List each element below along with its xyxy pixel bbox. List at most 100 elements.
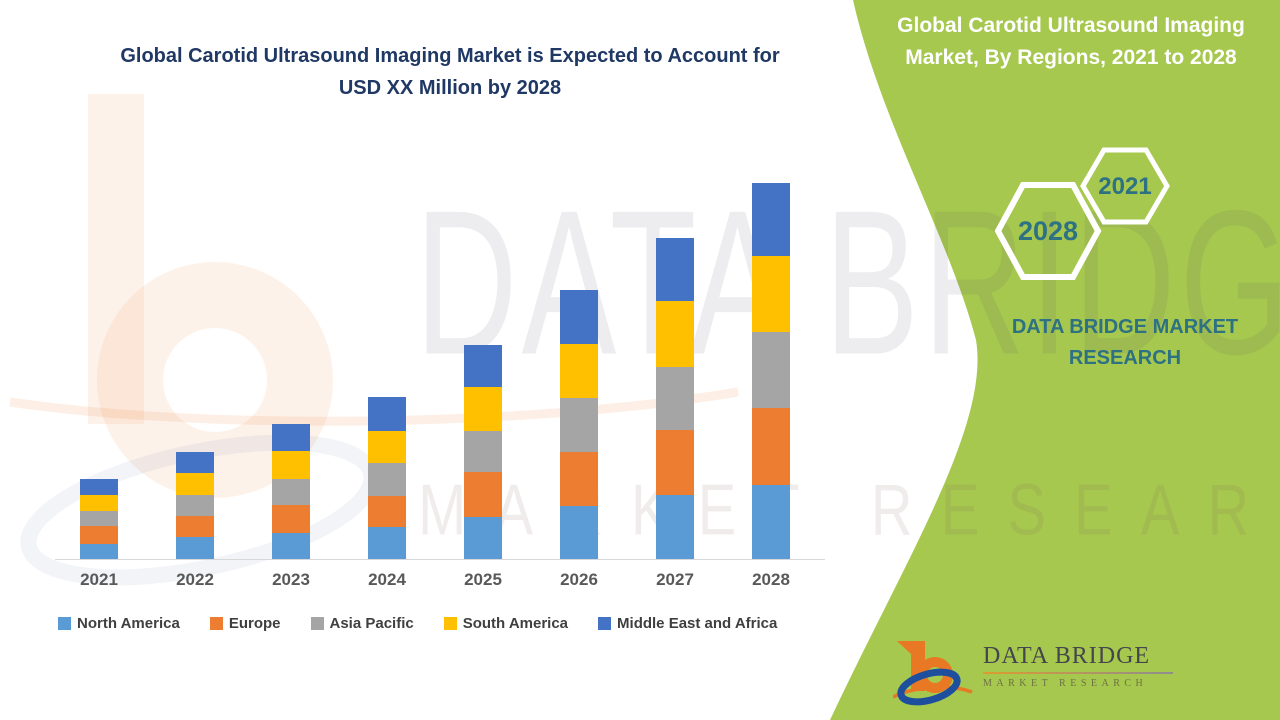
chart-legend: North America Europe Asia Pacific South Ame… [58, 615, 848, 632]
bar-2022-segment-asia-pacific [176, 495, 214, 516]
x-axis-label-2024: 2024 [368, 570, 406, 589]
footer-logo: DATA BRIDGE MARKET RESEARCH [893, 633, 1173, 713]
bar-2026-segment-asia-pacific [560, 398, 598, 452]
bar-2025-segment-europe [464, 472, 502, 517]
bar-2024-segment-south-america [368, 431, 406, 463]
bar-2027-segment-south-america [656, 301, 694, 367]
bar-2028-segment-asia-pacific [752, 332, 790, 408]
bar-2021-segment-south-america [80, 495, 118, 511]
green-panel-shape [830, 0, 1280, 720]
legend-label-south-america: South America [462, 615, 569, 632]
bar-2021-segment-asia-pacific [80, 511, 118, 526]
year-hexagons: 2028 2021 [994, 147, 1170, 280]
bar-2026-segment-europe [560, 452, 598, 506]
bar-2028-segment-south-america [752, 256, 790, 332]
bar-2024-segment-north-america [368, 527, 406, 559]
bar-2021 [80, 479, 118, 559]
legend-swatch-north-america [58, 617, 71, 630]
bar-2021-segment-north-america [80, 544, 118, 559]
bar-2026-segment-north-america [560, 506, 598, 559]
side-panel-title-line2: Market, By Regions, 2021 to 2028 [905, 45, 1237, 69]
chart-title-line1: Global Carotid Ultrasound Imaging Market… [120, 45, 780, 67]
bar-2023-segment-north-america [272, 533, 310, 559]
x-axis-label-2028: 2028 [752, 570, 790, 589]
bar-2028-segment-north-america [752, 485, 790, 559]
legend-swatch-middle-east-and-africa [598, 617, 612, 630]
bar-2025-segment-south-america [464, 387, 502, 431]
bar-2026-segment-south-america [560, 344, 598, 398]
logo-swoosh-blue [897, 668, 961, 706]
footer-brand-tagline: MARKET RESEARCH [983, 678, 1148, 689]
legend-item-asia-pacific: Asia Pacific [310, 615, 414, 632]
legend-swatch-asia-pacific [310, 617, 324, 630]
bar-2023-segment-europe [272, 505, 310, 533]
legend-label-europe: Europe [228, 615, 281, 632]
x-axis-label-2023: 2023 [272, 570, 310, 589]
bar-2021-segment-europe [80, 526, 118, 544]
side-panel-brand-line2: RESEARCH [1068, 347, 1182, 369]
hexagon-2028-label: 2028 [1018, 216, 1078, 246]
legend-item-north-america: North America [58, 615, 180, 632]
legend-item-middle-east-and-africa: Middle East and Africa [598, 615, 777, 632]
bar-2022 [176, 452, 214, 559]
bar-2027-segment-asia-pacific [656, 367, 694, 430]
footer-brand-name: DATA BRIDGE [983, 643, 1151, 669]
hexagon-2021-label: 2021 [1098, 173, 1151, 200]
bar-2022-segment-north-america [176, 537, 214, 559]
data-bridge-logo-icon [893, 641, 973, 706]
bar-2025 [464, 345, 502, 559]
bar-2024 [368, 397, 406, 559]
watermark-swoosh-orange [9, 387, 739, 426]
bar-2021-segment-middle-east-and-africa [80, 479, 118, 495]
legend-swatch-europe [209, 617, 223, 630]
x-axis-label-2022: 2022 [176, 570, 214, 589]
bar-2024-segment-asia-pacific [368, 463, 406, 496]
bar-2023-segment-south-america [272, 451, 310, 479]
bar-2028 [752, 183, 790, 559]
side-panel-title-line1: Global Carotid Ultrasound Imaging [897, 14, 1245, 37]
bar-2027-segment-middle-east-and-africa [656, 238, 694, 301]
footer-logo-text: DATA BRIDGE MARKET RESEARCH [983, 633, 1173, 689]
bar-2028-segment-europe [752, 408, 790, 485]
legend-label-north-america: North America [77, 615, 180, 632]
bar-2026 [560, 290, 598, 559]
bar-2028-segment-middle-east-and-africa [752, 183, 790, 256]
bar-2024-segment-middle-east-and-africa [368, 397, 406, 431]
hexagon-2021 [1080, 147, 1170, 225]
bar-2022-segment-middle-east-and-africa [176, 452, 214, 473]
bar-2025-segment-asia-pacific [464, 431, 502, 472]
side-panel-brand-line1: DATA BRIDGE MARKET [1011, 316, 1239, 338]
bar-2023-segment-middle-east-and-africa [272, 424, 310, 451]
legend-item-south-america: South America [443, 615, 569, 632]
bar-2024-segment-europe [368, 496, 406, 527]
x-axis-label-2026: 2026 [560, 570, 598, 589]
bar-2023-segment-asia-pacific [272, 479, 310, 505]
chart-title-line2: USD XX Million by 2028 [338, 77, 562, 99]
x-axis-label-2021: 2021 [80, 570, 118, 589]
legend-label-middle-east-and-africa: Middle East and Africa [617, 615, 778, 632]
hexagon-2028 [994, 182, 1102, 280]
bar-2027-segment-north-america [656, 495, 694, 559]
x-axis-label-2027: 2027 [656, 570, 694, 589]
x-axis-labels: 2021 2022 2023 2024 2025 2026 2027 2028 [55, 570, 825, 596]
bar-2027-segment-europe [656, 430, 694, 495]
watermark-b-stem [88, 94, 144, 424]
bar-2022-segment-south-america [176, 473, 214, 495]
watermark-b-bowl [97, 262, 333, 498]
side-panel-brand: DATA BRIDGE MARKET RESEARCH [975, 312, 1275, 374]
x-axis-label-2025: 2025 [464, 570, 502, 589]
chart-title: Global Carotid Ultrasound Imaging Market… [30, 40, 870, 104]
bar-2022-segment-europe [176, 516, 214, 537]
bar-2025-segment-middle-east-and-africa [464, 345, 502, 387]
bar-2027 [656, 238, 694, 559]
stacked-bar-chart [55, 150, 825, 560]
footer-brand-underline [983, 672, 1173, 674]
bar-2023 [272, 424, 310, 559]
side-panel-title: Global Carotid Ultrasound Imaging Market… [870, 10, 1272, 73]
bar-2026-segment-middle-east-and-africa [560, 290, 598, 344]
legend-item-europe: Europe [209, 615, 281, 632]
legend-swatch-south-america [443, 617, 457, 630]
legend-label-asia-pacific: Asia Pacific [329, 615, 414, 632]
